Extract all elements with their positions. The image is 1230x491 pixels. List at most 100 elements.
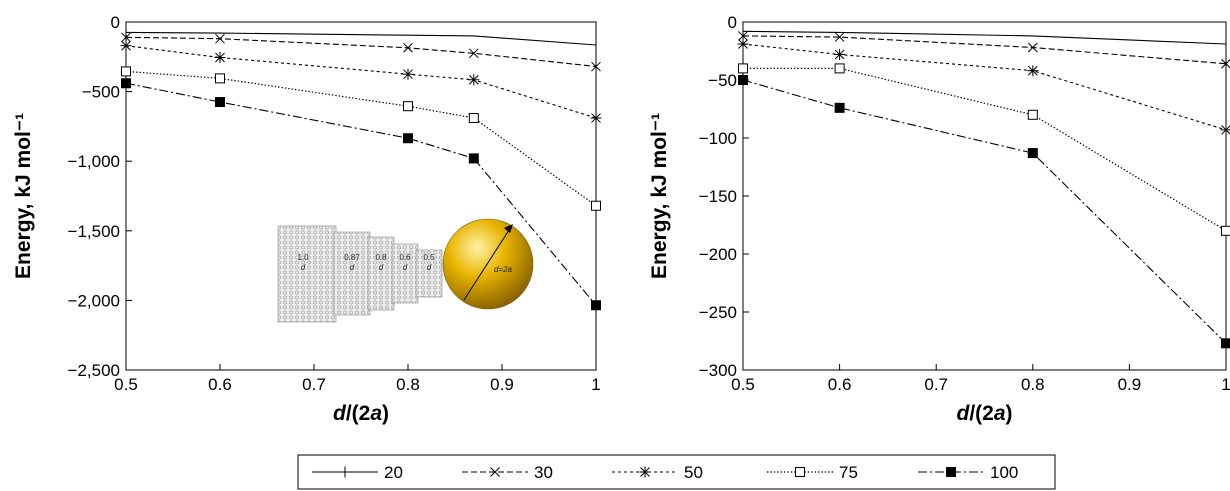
tube-segment <box>277 225 337 323</box>
series-30-point-b <box>738 31 748 41</box>
legend-label-50: 50 <box>684 463 703 482</box>
series-100-point <box>215 97 225 108</box>
x-tick-label: 0.7 <box>302 375 326 394</box>
plot-frame <box>125 21 597 371</box>
series-30-point-b <box>468 48 479 59</box>
series-30-point <box>468 48 479 59</box>
plot-frame <box>742 21 1227 371</box>
series-50-point <box>468 74 480 86</box>
tube-segment <box>391 243 419 304</box>
series-75-point <box>121 66 131 77</box>
x-axis-title-var-d: d <box>333 402 347 425</box>
series-50-line <box>125 45 597 119</box>
legend-label-100: 100 <box>990 463 1018 482</box>
y-tick-label: 0 <box>728 13 737 32</box>
series-30-line <box>125 36 597 68</box>
series-30-point-b <box>834 32 845 42</box>
y-axis-title: Energy, kJ mol⁻¹ <box>648 113 671 279</box>
y-tick-label: −2,500 <box>68 361 120 380</box>
legend-marker-75 <box>795 467 805 477</box>
series-30-point-b <box>121 32 131 43</box>
segment-var-label: d <box>350 263 355 272</box>
series-100-point <box>1027 148 1038 159</box>
series-75-point <box>1027 109 1038 120</box>
segment-value-label: 0.87 <box>344 253 360 262</box>
y-tick-label: −2,000 <box>68 291 120 310</box>
x-axis-title-var-d: d <box>956 402 970 425</box>
segment-var-label: d <box>427 263 432 272</box>
x-tick-label: 0.8 <box>1021 375 1045 394</box>
tube-segment <box>415 249 443 298</box>
series-30-point <box>215 33 225 44</box>
series-50-point <box>590 112 602 124</box>
x-tick-label: 0.5 <box>731 375 755 394</box>
series-30-point <box>738 31 748 41</box>
series-50-point <box>402 68 414 80</box>
series-30-line <box>742 35 1227 65</box>
y-tick-label: −1,000 <box>68 152 120 171</box>
series-30-point <box>403 42 413 53</box>
sphere-label: d=2a <box>494 265 513 274</box>
segment-value-label: 0.8 <box>375 253 387 262</box>
x-axis-title-var-a: a <box>994 402 1006 425</box>
series-100-line <box>125 82 597 306</box>
y-tick-label: 0 <box>111 13 120 32</box>
right-chart-panel: 0.5 0.6 0.7 0.8 0.9 1 0 −50 −100 −150 −200 −250 −300… <box>648 13 1230 425</box>
series-30-point <box>1221 58 1230 69</box>
x-tick-label: 0.5 <box>114 375 138 394</box>
series-75 <box>738 63 1230 236</box>
y-axis-title: Energy, kJ mol⁻¹ <box>12 113 35 279</box>
x-tick-label: 1 <box>1221 375 1230 394</box>
legend: 20 30 50 75 100 <box>297 454 1056 490</box>
y-tick-label: −1,500 <box>68 222 120 241</box>
y-tick-label: −200 <box>699 245 737 264</box>
series-30-point <box>591 61 601 72</box>
y-tick-label: −150 <box>699 187 737 206</box>
legend-marker-20 <box>339 466 351 478</box>
series-50-point <box>737 38 749 50</box>
legend-label-30: 30 <box>534 463 553 482</box>
x-axis-title: d/(2a) <box>333 402 389 425</box>
x-tick-label: 1 <box>591 375 600 394</box>
series-50-point <box>834 48 846 60</box>
x-axis-title-end: ) <box>382 402 389 425</box>
series-75-point <box>738 63 748 74</box>
y-tick-label: −250 <box>699 303 737 322</box>
series-100-point <box>468 153 479 164</box>
series-30-point <box>834 32 845 42</box>
diameter-arrowhead <box>504 224 513 233</box>
segment-var-label: d <box>403 263 408 272</box>
segment-value-label: 0.5 <box>423 253 435 262</box>
tube-segment <box>367 236 395 311</box>
series-100-point <box>591 300 601 311</box>
x-axis-title-end: ) <box>1006 402 1013 425</box>
x-axis-title-mid: /(2 <box>346 402 371 425</box>
series-50-point <box>1220 124 1230 136</box>
series-30-point-b <box>1221 59 1230 69</box>
x-tick-label: 0.6 <box>208 375 232 394</box>
series-100-point <box>738 75 748 85</box>
x-tick-label: 0.7 <box>924 375 948 394</box>
x-tick-label: 0.6 <box>828 375 852 394</box>
series-75-point <box>468 113 479 124</box>
series-30-point-b <box>403 42 413 53</box>
series-75-line <box>743 67 1227 232</box>
legend-label-75: 75 <box>839 463 858 482</box>
left-chart-panel: 0.5 0.6 0.7 0.8 0.9 1 0 −500 −1,000 −1,500 −2,000 −… <box>12 13 602 425</box>
series-75-line <box>125 70 597 207</box>
series-50-point <box>120 40 132 52</box>
diameter-line <box>463 226 512 301</box>
x-axis-title-mid: /(2 <box>969 402 994 425</box>
series-100 <box>121 78 601 311</box>
x-axis-title: d/(2a) <box>956 402 1012 425</box>
series-20-line <box>125 31 597 46</box>
series-75-point <box>1221 225 1230 236</box>
x-axis-title-var-a: a <box>370 402 382 425</box>
legend-label-20: 20 <box>384 463 403 482</box>
series-30-point <box>1027 42 1038 53</box>
series-50 <box>737 38 1230 136</box>
series-50 <box>120 40 602 124</box>
x-tick-label: 0.9 <box>1118 375 1142 394</box>
